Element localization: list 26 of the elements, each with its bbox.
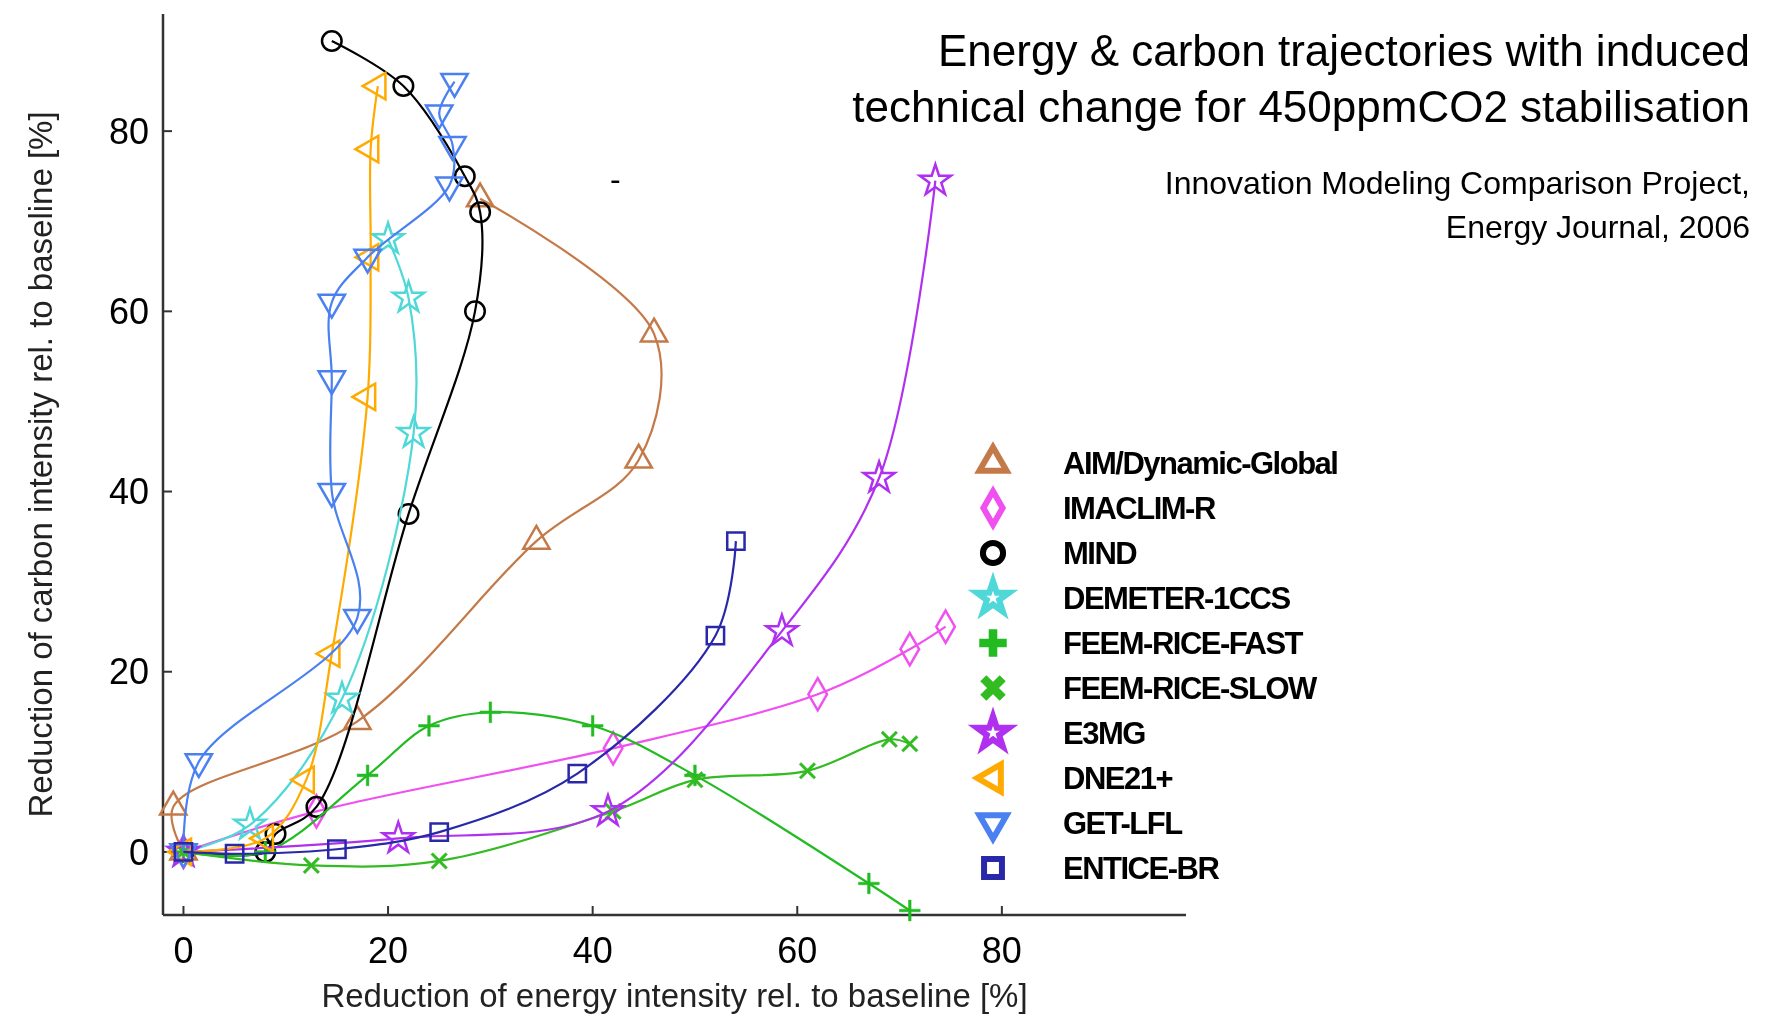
y-tick-label: 60	[108, 290, 149, 332]
y-axis-title: Reduction of carbon intensity rel. to baseline [%]	[22, 111, 59, 818]
legend-label: DNE21+	[1063, 760, 1173, 796]
y-tick-label: 20	[108, 651, 149, 693]
x-axis-title: Reduction of energy intensity rel. to baseline [%]	[321, 977, 1028, 1014]
legend-label: MIND	[1063, 535, 1138, 571]
legend-label: GET-LFL	[1063, 805, 1183, 841]
x-tick-label: 40	[572, 930, 613, 971]
legend-label: ENTICE-BR	[1063, 850, 1220, 886]
legend-label: E3MG	[1063, 715, 1146, 751]
legend-label: AIM/Dynamic-Global	[1063, 445, 1338, 481]
legend-label: FEEM-RICE-FAST	[1063, 625, 1304, 661]
y-tick-label: 80	[108, 110, 149, 152]
text: Energy & carbon trajectories with induced technical change for 450ppmCO2 stabilisation	[852, 26, 1750, 131]
y-tick-label: 0	[128, 831, 149, 873]
x-tick-label: 60	[777, 930, 818, 971]
legend-label: FEEM-RICE-SLOW	[1063, 670, 1319, 706]
annotation: -	[610, 161, 621, 197]
y-tick-label: 40	[108, 471, 149, 513]
x-tick-label: 0	[173, 930, 194, 971]
text: Energy Journal, 2006	[1445, 209, 1750, 245]
annotation: Innovation Modeling Comparison Project,	[1164, 165, 1750, 201]
x-tick-label: 80	[981, 930, 1022, 971]
legend-label: IMACLIM-R	[1063, 490, 1216, 526]
legend-label: DEMETER-1CCS	[1063, 580, 1291, 616]
x-tick-label: 20	[368, 930, 409, 971]
